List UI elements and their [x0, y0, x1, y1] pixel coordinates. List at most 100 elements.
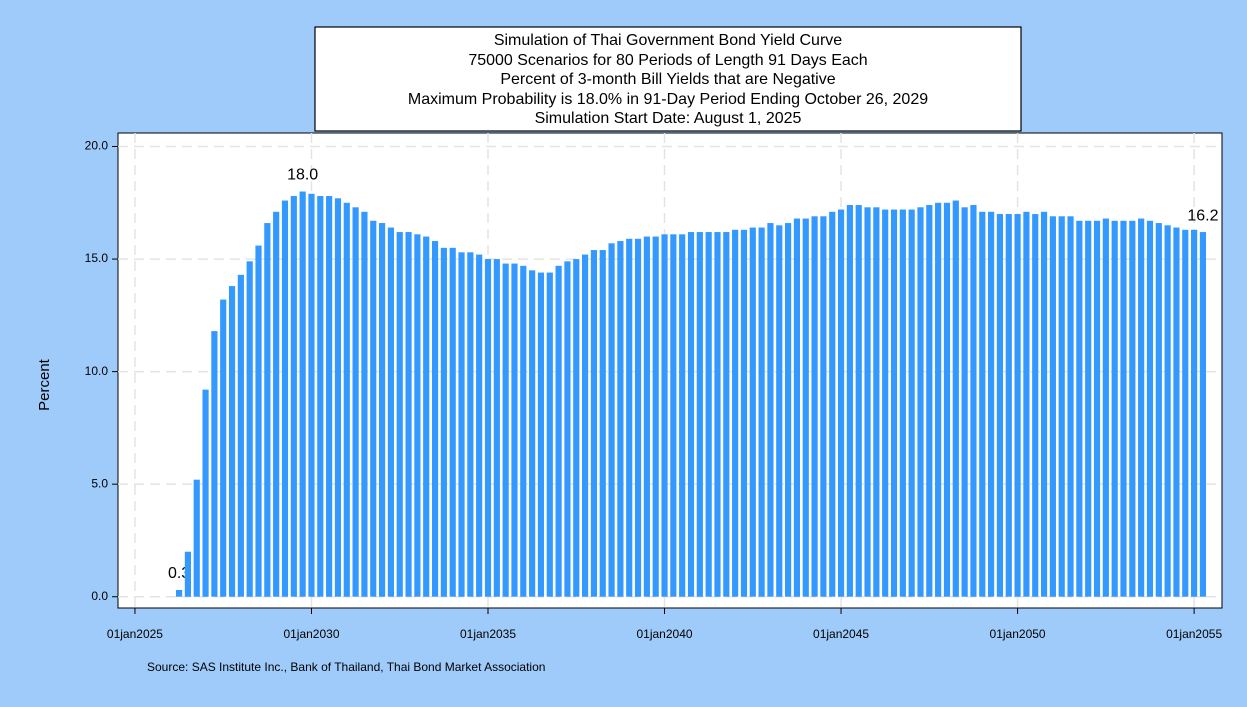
title-group: Simulation of Thai Government Bond Yield…	[408, 32, 928, 127]
bar	[1138, 218, 1145, 597]
bar	[458, 252, 465, 597]
bar	[943, 202, 951, 597]
bar	[334, 198, 342, 597]
bar	[405, 232, 412, 597]
bar	[670, 234, 677, 597]
bar	[793, 218, 801, 597]
bar	[855, 205, 862, 597]
bar	[502, 263, 509, 597]
x-tick-label: 01jan2030	[283, 627, 339, 641]
bar	[829, 211, 836, 597]
bar	[1040, 211, 1048, 597]
bar	[952, 200, 959, 597]
bar	[705, 232, 712, 597]
bar	[317, 196, 324, 597]
title-line: Maximum Probability is 18.0% in 91-Day P…	[408, 91, 928, 108]
bar	[767, 223, 774, 597]
bar	[255, 245, 262, 597]
bar	[440, 247, 447, 597]
bar	[661, 234, 668, 597]
y-tick-label: 15.0	[85, 251, 109, 265]
bar	[926, 205, 933, 597]
bar	[228, 286, 236, 597]
bar	[202, 389, 209, 597]
x-tick-label: 01jan2045	[813, 627, 869, 641]
y-tick-label: 5.0	[91, 476, 108, 490]
bar	[776, 225, 783, 597]
bar	[687, 232, 695, 597]
bar	[1014, 214, 1021, 597]
x-tick-label: 01jan2055	[1166, 627, 1222, 641]
bar	[1102, 218, 1109, 597]
bar	[431, 241, 439, 597]
bar	[785, 223, 792, 597]
bar	[961, 207, 968, 597]
value-label: 16.2	[1187, 207, 1218, 224]
bar	[537, 272, 545, 597]
bar	[740, 229, 748, 597]
x-tick-label: 01jan2040	[636, 627, 692, 641]
bar	[396, 232, 403, 597]
bar	[546, 272, 553, 597]
bar	[220, 299, 227, 597]
bar	[723, 232, 730, 597]
bar	[1146, 220, 1154, 597]
bar	[679, 234, 686, 597]
bar	[343, 202, 350, 597]
bar	[184, 551, 191, 597]
bar	[1182, 229, 1189, 597]
title-line: Simulation Start Date: August 1, 2025	[535, 110, 802, 127]
bar	[864, 207, 871, 597]
bar	[573, 259, 580, 597]
bar	[820, 216, 827, 597]
bar	[308, 193, 315, 597]
bar	[590, 250, 598, 597]
value-label: 18.0	[287, 167, 318, 184]
bar	[361, 211, 368, 597]
bar	[290, 196, 297, 597]
bar	[811, 216, 818, 597]
bar	[802, 218, 809, 597]
bar	[882, 209, 889, 597]
value-label: 0.3	[168, 565, 190, 582]
bar	[1058, 216, 1065, 597]
bar	[1173, 227, 1180, 597]
bar	[890, 209, 898, 597]
bar	[714, 232, 721, 597]
bar	[273, 211, 280, 597]
bar	[264, 223, 271, 597]
bar	[1067, 216, 1074, 597]
title-line: 75000 Scenarios for 80 Periods of Length…	[468, 52, 867, 69]
source-note: Source: SAS Institute Inc., Bank of Thai…	[147, 660, 545, 674]
y-axis-label: Percent	[36, 358, 53, 411]
bar	[1023, 211, 1030, 597]
bar	[873, 207, 880, 597]
bar	[511, 263, 518, 597]
bar	[1032, 214, 1039, 597]
bar	[193, 479, 200, 597]
bar	[423, 236, 430, 597]
y-tick-label: 10.0	[85, 364, 109, 378]
bar	[414, 234, 421, 597]
bar	[643, 236, 650, 597]
bar	[352, 207, 359, 597]
bar	[1155, 223, 1162, 597]
bar	[1076, 220, 1083, 597]
bar	[449, 247, 456, 597]
title-line: Percent of 3-month Bill Yields that are …	[500, 71, 835, 88]
bar	[1120, 220, 1127, 597]
bar	[599, 250, 606, 597]
bar	[1164, 225, 1171, 597]
bar	[617, 241, 624, 597]
bar	[1085, 220, 1092, 597]
bar	[837, 209, 845, 597]
bar	[1049, 216, 1056, 597]
bar	[555, 265, 562, 597]
bar	[237, 274, 244, 597]
title-line: Simulation of Thai Government Bond Yield…	[494, 32, 842, 49]
bar	[1199, 232, 1207, 597]
bar	[732, 229, 739, 597]
bar	[634, 238, 642, 597]
